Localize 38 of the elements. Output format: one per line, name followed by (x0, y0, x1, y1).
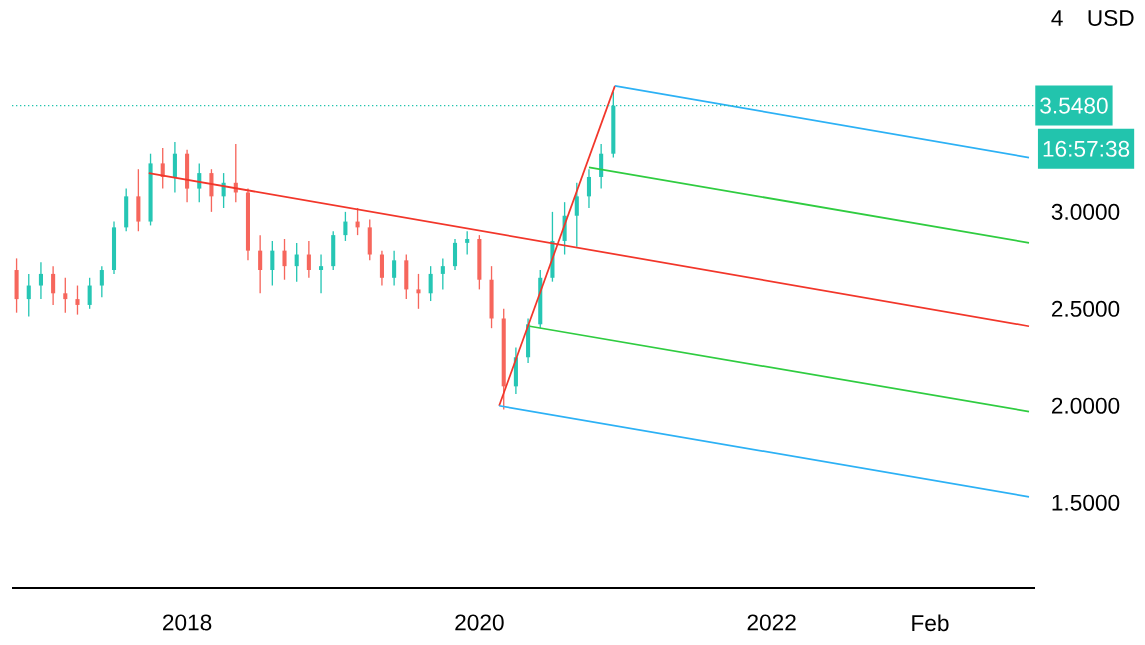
x-tick-label: 2022 (747, 614, 796, 631)
candlestick (26, 273, 31, 318)
x-tick-label: Feb (912, 614, 949, 632)
candlestick (75, 284, 80, 316)
y-tick-label: 2.0000 (1051, 397, 1120, 414)
candlestick (63, 277, 68, 314)
candlestick (428, 265, 433, 302)
y-tick-label: 3.0000 (1051, 203, 1120, 220)
candlestick (282, 238, 287, 281)
x-tick-label: 2020 (455, 614, 504, 631)
text: 16:57:38 (1043, 140, 1130, 157)
candlestick (379, 249, 384, 287)
x-tick-label: 2018 (163, 614, 212, 631)
y-axis-title: USD (1088, 9, 1134, 27)
candlestick (99, 265, 104, 298)
candlestick (574, 182, 579, 248)
candlestick (343, 211, 348, 242)
candlestick (51, 265, 56, 306)
candlestick (416, 273, 421, 310)
y-tick-label: 2.5000 (1051, 300, 1120, 317)
candlestick (586, 168, 592, 209)
candlestick (452, 238, 458, 271)
candlestick (197, 162, 202, 203)
y-tick-label: 4 (1051, 10, 1063, 26)
candlestick (319, 253, 324, 294)
candlestick (270, 240, 275, 287)
candlestick (258, 234, 263, 294)
y-tick-label: 1.5000 (1052, 494, 1120, 511)
candlestick (294, 242, 299, 283)
candlestick (465, 230, 470, 256)
candlestick (599, 143, 604, 190)
candlestick (87, 277, 92, 310)
candlestick (440, 257, 445, 291)
candlestick (306, 240, 311, 279)
candlestick (38, 261, 43, 300)
ref-line-label: 3.5480 (1040, 97, 1108, 114)
candlestick (172, 141, 177, 194)
candlestick (392, 249, 397, 287)
